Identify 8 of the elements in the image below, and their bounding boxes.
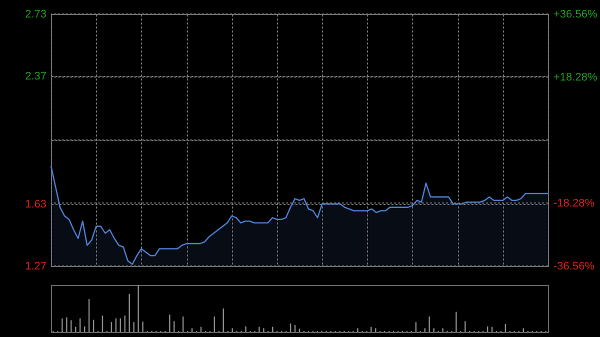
y2-tick-label: -18.28%: [554, 198, 595, 210]
y2-tick-label: -36.56%: [554, 260, 595, 272]
y-tick-label: 2.73: [25, 8, 46, 20]
y2-tick-label: +18.28%: [554, 72, 598, 84]
y-tick-label: 2.37: [25, 70, 46, 83]
y-tick-label: 1.63: [25, 198, 46, 210]
y2-tick-label: +36.56%: [554, 8, 598, 20]
y-tick-label: 1.27: [25, 260, 46, 272]
